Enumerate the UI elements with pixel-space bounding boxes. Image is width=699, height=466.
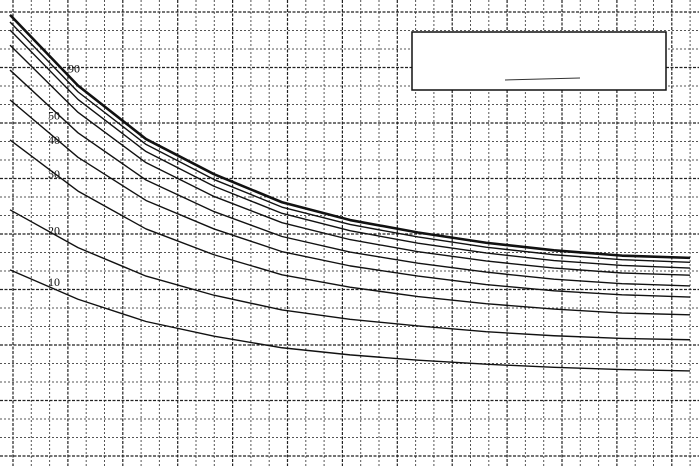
- curve: [9, 269, 691, 372]
- curve-label: 30: [48, 167, 60, 181]
- curve: [9, 44, 691, 276]
- curve-label: 20: [48, 223, 60, 237]
- curve-label: 10: [48, 275, 60, 289]
- curve: [9, 69, 691, 287]
- curve-label: 40: [48, 133, 60, 147]
- legend-box: [411, 31, 667, 91]
- curve-label: 50: [48, 109, 60, 123]
- curve: [9, 13, 691, 260]
- curve: [9, 21, 691, 264]
- curve-label: 90: [68, 61, 80, 75]
- curve: [9, 29, 691, 269]
- curve: [9, 139, 691, 316]
- curve: [9, 209, 691, 341]
- curve: [9, 99, 691, 298]
- legend-line: [504, 77, 581, 81]
